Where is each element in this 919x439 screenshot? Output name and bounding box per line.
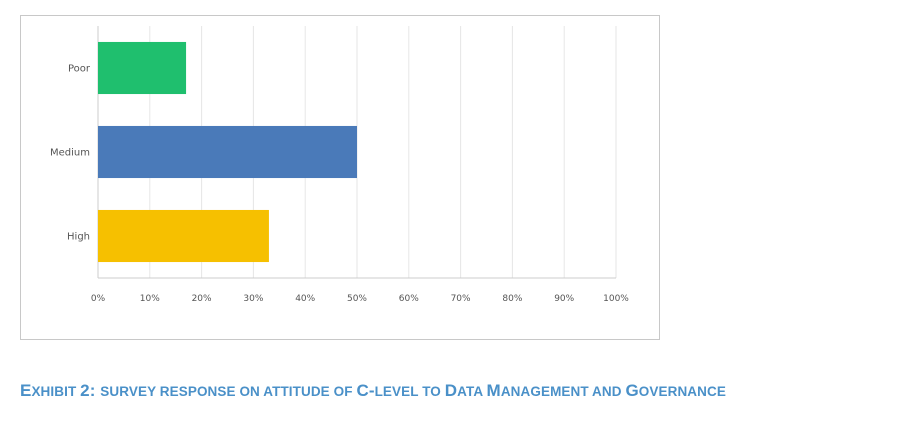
x-tick-label: 90% xyxy=(554,294,574,304)
caption-segment: ATA xyxy=(457,384,487,399)
caption-segment: ANAGEMENT AND xyxy=(500,384,626,399)
bar-poor xyxy=(98,41,187,95)
chart-frame: 0% 10% 20% 30% 40% 50% 60% 70% 80% 90% 100% Poor Med… xyxy=(20,15,660,340)
x-tick-label: 30% xyxy=(243,294,263,304)
x-tick-label: 60% xyxy=(399,294,419,304)
bar-high xyxy=(98,209,269,263)
caption-segment: E xyxy=(20,381,32,400)
x-tick-label: 50% xyxy=(347,294,367,304)
caption-segment: XHIBIT xyxy=(31,384,81,399)
caption-segment: D xyxy=(444,381,458,400)
caption-segment: SURVEY RESPONSE ON ATTITUDE OF xyxy=(100,384,357,399)
category-label: High xyxy=(67,232,90,243)
bar-chart: 0% 10% 20% 30% 40% 50% 60% 70% 80% 90% 100% Poor Med… xyxy=(50,26,629,304)
x-tick-label: 20% xyxy=(192,294,212,304)
caption-segment: M xyxy=(486,381,501,400)
bar-medium xyxy=(98,125,357,179)
caption-segment: 2: xyxy=(80,381,101,400)
x-tick-label: 80% xyxy=(502,294,522,304)
caption-segment: G xyxy=(625,381,639,400)
x-tick-label: 10% xyxy=(140,294,160,304)
x-tick-label: 100% xyxy=(603,294,629,304)
category-label: Medium xyxy=(50,148,90,159)
x-tick-label: 70% xyxy=(451,294,471,304)
exhibit-caption: EXHIBIT 2: SURVEY RESPONSE ON ATTITUDE O… xyxy=(20,381,910,401)
caption-segment: LEVEL TO xyxy=(374,384,445,399)
caption-segment: OVERNANCE xyxy=(638,384,726,399)
caption-segment: C- xyxy=(356,381,375,400)
category-label: Poor xyxy=(68,64,91,75)
x-tick-label: 0% xyxy=(91,294,106,304)
x-tick-label: 40% xyxy=(295,294,315,304)
